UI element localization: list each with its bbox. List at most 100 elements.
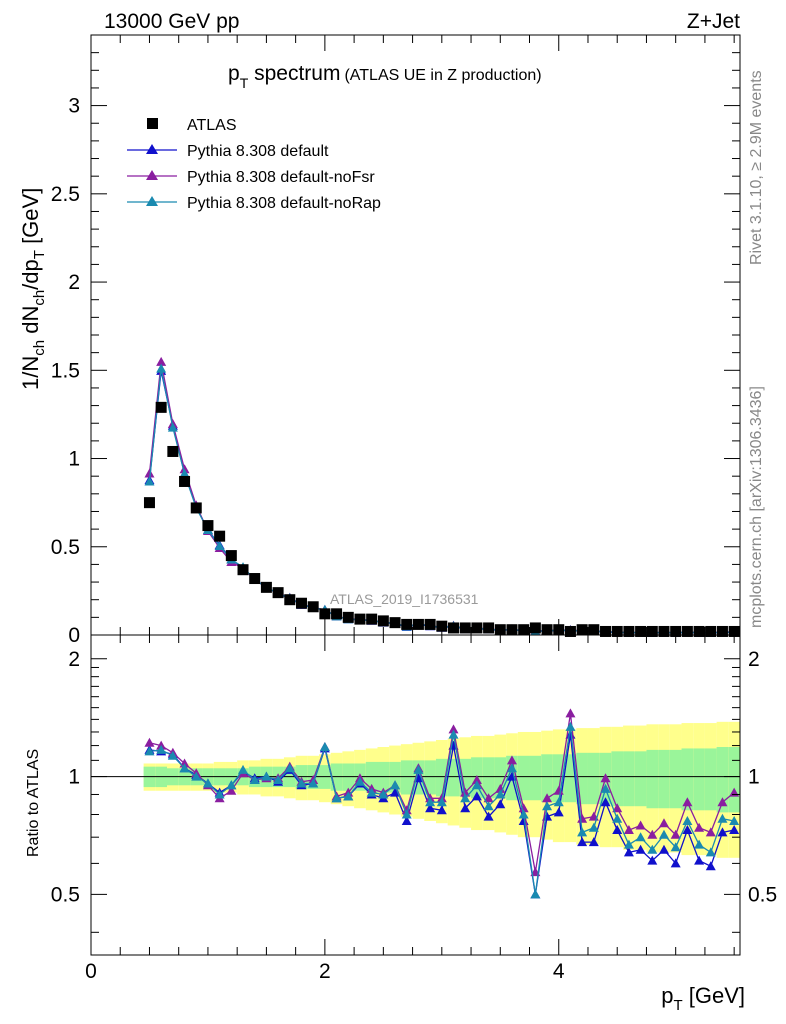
main-point-3	[156, 363, 167, 373]
ratio-band-inner	[681, 748, 694, 811]
ratio-band-inner	[529, 755, 542, 801]
ratio-band-inner	[716, 747, 729, 813]
ratio-band-inner	[494, 757, 507, 799]
rivet-label: Rivet 3.1.10, ≥ 2.9M events	[748, 70, 765, 265]
ratio-point-1	[658, 844, 669, 854]
ratio-point-1	[694, 855, 705, 865]
legend-label-mc3: Pythia 8.308 default-noRap	[187, 195, 381, 212]
ratio-point-2	[483, 793, 494, 803]
data-point	[190, 502, 202, 514]
data-point	[681, 625, 693, 637]
ratio-point-3	[600, 783, 611, 793]
ratio-point-3	[296, 778, 307, 788]
ratio-point-1	[729, 825, 740, 835]
ratio-band-inner	[728, 747, 740, 813]
ratio-band-inner	[365, 761, 378, 793]
x-tick-label: 2	[319, 960, 331, 983]
ratio-band-inner	[623, 751, 635, 807]
data-point	[600, 625, 612, 637]
ratio-point-2	[600, 773, 611, 783]
y-tick-label: 1.5	[51, 359, 80, 382]
title-sub: T	[240, 75, 249, 91]
ratio-point-1	[425, 803, 436, 813]
ratio-point-3	[273, 774, 284, 784]
ratio-point-1	[495, 799, 506, 809]
energy-label: 13000 GeV pp	[104, 10, 239, 33]
ratio-band-inner	[377, 761, 390, 793]
ratio-point-1	[436, 805, 447, 815]
legend-label-atlas: ATLAS	[187, 117, 237, 134]
ratio-point-3	[343, 791, 354, 801]
ratio-point-1	[553, 807, 564, 817]
data-point	[518, 624, 530, 636]
ratio-tick-label-left: 1	[68, 766, 80, 789]
ratio-band-inner	[541, 754, 553, 803]
ratio-point-3	[378, 789, 389, 799]
ratio-point-3	[366, 787, 377, 797]
ratio-point-3	[612, 813, 623, 823]
data-point	[272, 587, 284, 599]
data-point	[564, 625, 576, 637]
ratio-point-3	[729, 815, 740, 825]
ratio-band-inner	[459, 758, 472, 797]
ratio-point-3	[448, 729, 459, 739]
ratio-point-3	[214, 789, 225, 799]
ratio-point-3	[553, 797, 564, 807]
axis-tick-labels: 0 2 400.511.522.530.5 0.51 12 2	[51, 95, 777, 983]
ratio-point-2	[717, 797, 728, 807]
ratio-band-inner	[517, 755, 530, 801]
data-point	[249, 573, 261, 585]
ratio-point-2	[471, 774, 482, 784]
main-point-3	[167, 422, 178, 432]
ratio-point-3	[565, 721, 576, 731]
title-main: p	[228, 62, 240, 85]
x-tick-label: 0	[85, 960, 97, 983]
ratio-band-inner	[552, 754, 565, 803]
ratio-point-3	[658, 829, 669, 839]
data-point	[167, 445, 179, 457]
ratio-point-3	[238, 764, 249, 774]
ratio-point-1	[717, 827, 728, 837]
main-point-2	[179, 464, 190, 474]
y-tick-label: 0	[68, 624, 80, 647]
ratio-point-2	[542, 793, 553, 803]
ratio-point-3	[167, 750, 178, 760]
data-point	[237, 564, 249, 576]
ratio-point-3	[425, 797, 436, 807]
ratio-band-inner	[447, 758, 460, 797]
y-tick-label: 2	[68, 271, 80, 294]
ratio-point-2	[226, 785, 237, 795]
ratio-band-inner	[424, 760, 436, 795]
main-ylabel: 1/Nch dNch/dpT [GeV]	[18, 188, 48, 390]
ratio-point-1	[588, 837, 599, 847]
data-point	[179, 475, 191, 487]
ratio-point-2	[518, 803, 529, 813]
y-tick-label: 1	[68, 448, 80, 471]
ratio-point-2	[705, 827, 716, 837]
ratio-ylabel: Ratio to ATLAS	[25, 749, 42, 857]
ratio-point-2	[670, 829, 681, 839]
ratio-point-3	[319, 742, 330, 751]
ratio-point-2	[694, 822, 705, 832]
ratio-point-1	[682, 825, 693, 835]
data-point	[342, 611, 354, 623]
data-point	[225, 550, 237, 562]
ratio-point-3	[284, 763, 295, 773]
ratio-band-inner	[564, 754, 577, 803]
ratio-band-inner	[704, 748, 717, 811]
main-point-3	[214, 541, 225, 551]
ratio-tick-label-right: 0.5	[748, 883, 777, 906]
ratio-band-inner	[342, 763, 355, 791]
ratio-point-2	[682, 797, 693, 807]
ratio-point-3	[635, 832, 646, 842]
ratio-tick-label-right: 1	[748, 766, 760, 789]
ratio-point-1	[401, 815, 412, 825]
data-point	[319, 608, 331, 620]
ratio-frame	[90, 634, 741, 956]
data-point	[588, 624, 600, 636]
ratio-point-3	[308, 778, 319, 788]
ratio-point-3	[261, 771, 272, 781]
ratio-band-inner	[611, 751, 624, 807]
legend-label-mc2: Pythia 8.308 default-noFsr	[187, 169, 375, 186]
